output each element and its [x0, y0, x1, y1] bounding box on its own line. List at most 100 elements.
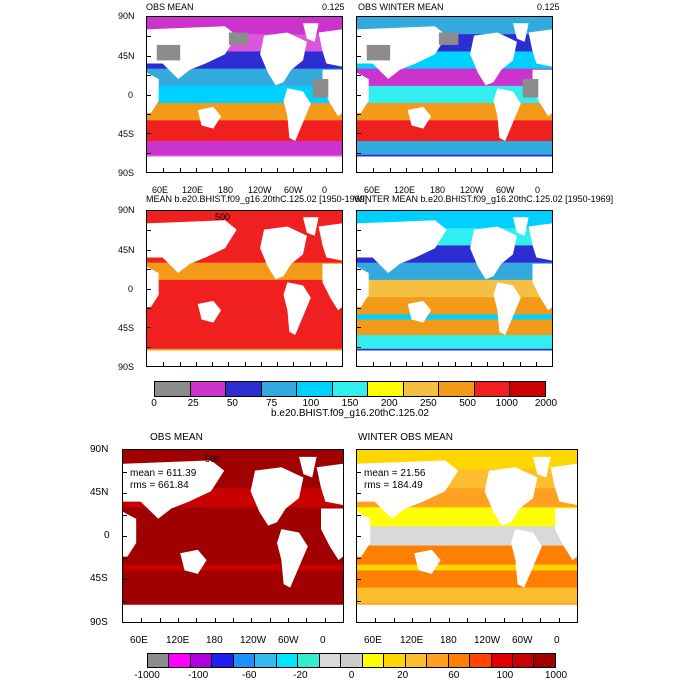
- colorbar-label: 50: [226, 398, 238, 409]
- frame-tick: [422, 168, 423, 172]
- land-mass: [493, 282, 521, 335]
- frame-tick: [260, 168, 262, 172]
- lon-label: 60W: [512, 635, 533, 646]
- colorbar-swatch: [190, 382, 227, 396]
- frame-tick: [163, 362, 165, 366]
- frame-tick: [147, 94, 151, 96]
- land-mass: [303, 23, 319, 42]
- lon-label: 60E: [152, 185, 169, 195]
- frame-tick: [277, 362, 278, 366]
- lon-label: 0: [322, 185, 328, 195]
- frame-tick: [373, 168, 375, 172]
- frame-tick: [357, 249, 361, 251]
- frame-tick: [485, 618, 487, 622]
- lon-label: 0: [554, 635, 560, 646]
- frame-tick: [357, 75, 361, 77]
- ocean-band: [147, 331, 342, 350]
- frame-tick: [357, 307, 361, 309]
- land-mass: [493, 88, 521, 141]
- colorbar-label: 20: [397, 670, 409, 681]
- frame-tick: [454, 362, 456, 366]
- colorbar-bottom: [147, 653, 556, 668]
- frame-tick: [467, 618, 468, 622]
- lat-label: 90S: [118, 362, 135, 372]
- frame-tick: [251, 618, 253, 622]
- colorbar-swatch: [470, 654, 492, 667]
- lon-label: 120W: [248, 185, 272, 195]
- land-mass: [277, 529, 308, 588]
- land-mass: [414, 549, 441, 574]
- frame-tick: [325, 168, 327, 172]
- lon-label: 120E: [182, 185, 204, 195]
- colorbar-swatch: [403, 382, 440, 396]
- colorbar-swatch: [439, 382, 475, 396]
- lat-label: 0: [128, 90, 134, 100]
- frame-tick: [233, 618, 234, 622]
- southern-ocean-band: [357, 125, 552, 141]
- land-mass: [147, 266, 159, 308]
- frame-tick: [147, 133, 151, 135]
- frame-tick: [214, 618, 216, 622]
- frame-tick: [357, 579, 361, 580]
- colorbar-swatch: [319, 654, 342, 667]
- frame-tick: [163, 168, 165, 172]
- panel-title-diff-winter: WINTER OBS MEAN: [358, 432, 454, 443]
- frame-tick: [519, 362, 521, 366]
- lon-label: 60W: [496, 185, 515, 195]
- frame-tick: [293, 362, 295, 366]
- frame-tick: [277, 168, 278, 172]
- frame-tick: [405, 362, 407, 366]
- lon-label: 180: [440, 635, 457, 646]
- land-mass: [283, 282, 311, 335]
- land-mass: [260, 226, 307, 280]
- frame-tick: [159, 618, 161, 622]
- frame-tick: [196, 618, 198, 622]
- land-mass: [303, 217, 319, 236]
- frame-tick: [178, 618, 179, 622]
- frame-tick: [487, 168, 488, 172]
- land-mass: [407, 300, 432, 323]
- colorbar-label: 25: [187, 398, 199, 409]
- frame-tick: [147, 55, 151, 57]
- frame-tick: [147, 36, 151, 38]
- sea-ice-patch: [156, 44, 181, 61]
- frame-tick: [147, 249, 151, 251]
- frame-tick: [422, 362, 423, 366]
- lat-label: 0: [128, 284, 134, 294]
- panel-title-obs-winter-mean: OBS WINTER MEAN: [358, 2, 444, 12]
- panel-value-obs-mean: 0.125: [322, 2, 345, 12]
- land-mass: [357, 511, 371, 557]
- ocean-band: [357, 262, 552, 281]
- frame-tick: [147, 75, 151, 77]
- lon-label: 60W: [284, 185, 303, 195]
- ocean-band: [357, 331, 552, 350]
- frame-tick: [357, 557, 361, 559]
- colorbar-label: -1000: [134, 670, 160, 681]
- colorbar-label: 75: [266, 398, 278, 409]
- ocean-band: [123, 526, 343, 547]
- frame-tick: [212, 168, 213, 172]
- panel-title-model-winter-mean: WINTER MEAN b.e20.BHIST.f09_g16.20thC.12…: [354, 194, 614, 204]
- frame-tick: [357, 346, 361, 348]
- lon-label: 0: [535, 185, 541, 195]
- frame-tick: [357, 493, 361, 494]
- colorbar-label: 0: [151, 398, 157, 409]
- frame-tick: [141, 618, 143, 622]
- land-mass: [197, 106, 222, 129]
- southern-ocean-band: [357, 319, 552, 335]
- colorbar-label: 100: [496, 670, 514, 681]
- land-mass: [197, 300, 222, 323]
- colorbar-swatch: [276, 654, 299, 667]
- frame-tick: [123, 600, 127, 602]
- land-mass: [357, 604, 577, 622]
- land-mass: [555, 508, 577, 561]
- map-panel-diff-winter: [356, 449, 578, 623]
- lon-label: 180: [430, 185, 446, 195]
- lat-label: 90N: [90, 444, 109, 455]
- frame-tick: [438, 168, 440, 172]
- frame-tick: [123, 493, 127, 494]
- lat-label: 90S: [118, 168, 135, 178]
- contour-label-model: 500: [215, 212, 231, 222]
- frame-tick: [288, 618, 289, 622]
- colorbar-swatch: [534, 654, 555, 667]
